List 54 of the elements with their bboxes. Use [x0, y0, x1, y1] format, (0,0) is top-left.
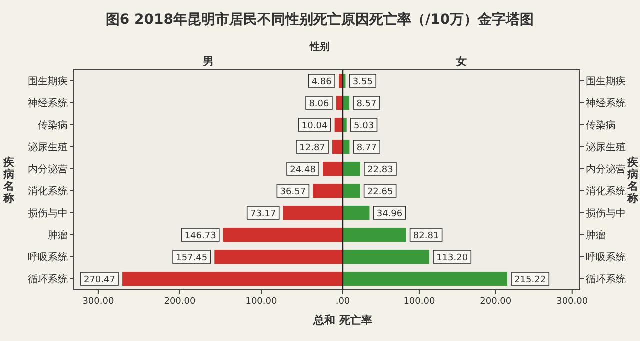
data-label: 113.20	[436, 254, 468, 264]
data-label: 22.83	[368, 166, 394, 176]
x-axis-title: 总和 死亡率	[312, 314, 372, 327]
x-tick-label: 100.00	[404, 297, 436, 307]
y-tick-label: 泌尿生殖	[28, 142, 68, 154]
data-label: 146.73	[184, 232, 216, 242]
data-label: 22.65	[367, 188, 394, 198]
y-tick-label: 内分泌营	[586, 164, 626, 176]
y-tick-label: 围生期疾	[28, 76, 68, 88]
y-tick-label: 呼吸系统	[586, 252, 626, 264]
x-tick-label: 200.00	[480, 297, 512, 307]
data-label: 4.86	[312, 78, 332, 88]
y-tick-label: 围生期疾	[586, 76, 626, 88]
y-tick-label: 循环系统	[586, 274, 626, 286]
y-tick-label: 损伤与中	[28, 208, 68, 220]
data-label: 215.22	[514, 276, 546, 286]
x-tick-label: .00	[336, 297, 350, 307]
y-tick-label: 消化系统	[28, 186, 68, 198]
data-label: 82.81	[413, 232, 440, 242]
data-label: 8.77	[356, 144, 377, 154]
data-label: 34.96	[376, 210, 403, 220]
data-label: 36.57	[280, 188, 306, 198]
y-tick-label: 肿瘤	[48, 230, 68, 242]
chart-subtitle: 性别	[309, 41, 330, 53]
chart-title: 图6 2018年昆明市居民不同性别死亡原因死亡率（/10万）金字塔图	[106, 11, 534, 28]
y-tick-label: 肿瘤	[586, 230, 606, 242]
data-label: 3.55	[352, 78, 373, 88]
data-label: 8.57	[356, 100, 377, 110]
y-tick-label: 传染病	[38, 120, 68, 132]
y-tick-label: 内分泌营	[28, 164, 68, 176]
data-label: 270.47	[84, 276, 116, 286]
x-tick-label: 200.00	[164, 297, 196, 307]
y-axis-title: 疾病名称	[2, 156, 16, 205]
x-tick-label: 100.00	[246, 297, 278, 307]
y-tick-label: 损伤与中	[586, 208, 626, 220]
data-label: 73.17	[250, 210, 276, 220]
x-tick-label: 300.00	[556, 297, 588, 307]
y-tick-label: 循环系统	[28, 274, 68, 286]
data-label: 24.48	[290, 166, 316, 176]
y-tick-label: 神经系统	[586, 98, 626, 110]
x-tick-label: 300.00	[82, 297, 114, 307]
y-tick-label: 呼吸系统	[28, 252, 68, 264]
data-label: 8.06	[309, 100, 330, 110]
y-tick-label: 神经系统	[28, 98, 68, 110]
data-label: 12.87	[300, 144, 326, 154]
data-label: 5.03	[354, 122, 374, 132]
text: 女	[455, 55, 467, 68]
y-tick-label: 传染病	[586, 120, 616, 132]
y-tick-label: 消化系统	[586, 186, 626, 198]
y-axis-title: 疾病名称	[626, 156, 640, 205]
data-label: 157.45	[176, 254, 208, 264]
data-label: 10.04	[302, 122, 328, 132]
y-tick-label: 泌尿生殖	[586, 142, 626, 154]
text: 男	[202, 55, 214, 68]
